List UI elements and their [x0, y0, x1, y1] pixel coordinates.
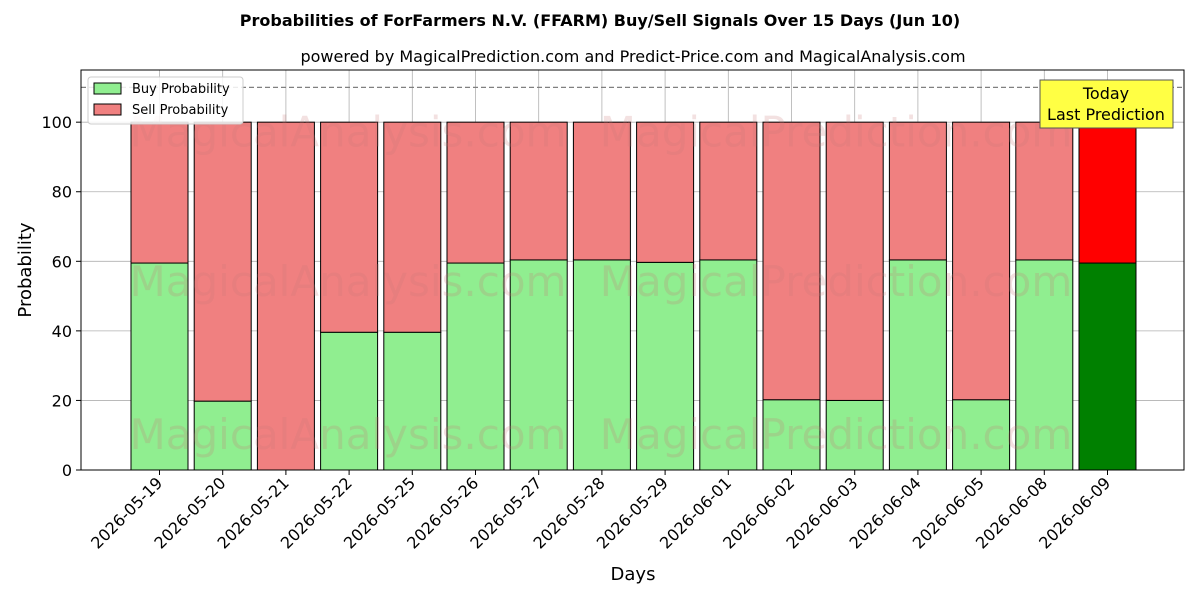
bar-sell: [572, 121, 631, 261]
bar-sell: [888, 121, 947, 261]
bar-sell: [130, 121, 189, 264]
bar-sell: [446, 121, 505, 264]
y-tick-label: 0: [62, 461, 72, 480]
y-tick-label: 80: [52, 183, 72, 202]
watermark-text: MagicalPrediction.com: [600, 257, 1073, 306]
bar-sell: [1078, 121, 1137, 264]
bar-sell: [320, 121, 379, 333]
bar-buy: [446, 262, 505, 471]
legend-swatch: [93, 103, 122, 116]
legend-label: Sell Probability: [132, 103, 229, 118]
plot-frame: [80, 69, 1185, 471]
bar-buy: [762, 399, 821, 471]
bar-sell: [256, 121, 315, 471]
bar-buy: [320, 331, 379, 471]
bar-buy: [636, 261, 695, 471]
bar-buy: [888, 259, 947, 471]
watermark-text: MagicalPrediction.com: [600, 410, 1073, 459]
bar-buy: [509, 259, 568, 471]
watermark-text: MagicalPrediction.com: [600, 108, 1073, 157]
bar-sell: [825, 121, 884, 401]
watermark-text: MagicalAnalysis.com: [130, 257, 567, 306]
bar-buy: [572, 259, 631, 471]
chart-subtitle: powered by MagicalPrediction.com and Pre…: [300, 47, 965, 66]
bar-sell: [952, 121, 1011, 401]
y-tick-label: 60: [52, 252, 72, 271]
watermark-text: MagicalAnalysis.com: [130, 410, 567, 459]
y-tick-label: 40: [52, 322, 72, 341]
bar-buy: [193, 400, 252, 471]
y-ticks: 0 20 40 60 80 100: [41, 113, 81, 480]
legend: Buy Probability Sell Probability: [87, 76, 244, 125]
bar-sell: [383, 121, 442, 333]
x-ticks: 2026-05-192026-05-202026-05-212026-05-22…: [87, 470, 1114, 553]
legend-swatch: [93, 82, 122, 95]
x-axis-label: Days: [611, 564, 656, 585]
bar-buy: [1015, 259, 1074, 471]
bar-sell: [762, 121, 821, 401]
bars: [130, 121, 1137, 471]
annotation-box: [1039, 79, 1174, 129]
legend-box: [87, 76, 244, 125]
bar-buy: [952, 399, 1011, 471]
annotation-text: Today: [1082, 84, 1129, 103]
today-annotation: Today Last Prediction: [1039, 79, 1174, 129]
bar-sell: [636, 121, 695, 263]
bar-buy: [825, 399, 884, 471]
bar-sell: [699, 121, 758, 261]
annotation-text: Last Prediction: [1047, 105, 1165, 124]
bar-buy: [699, 259, 758, 471]
watermarks: MagicalAnalysis.com MagicalPrediction.com…: [130, 108, 1073, 460]
bar-sell: [509, 121, 568, 261]
y-tick-label: 20: [52, 391, 72, 410]
bar-buy: [1078, 262, 1137, 471]
chart-title: Probabilities of ForFarmers N.V. (FFARM)…: [240, 11, 960, 30]
legend-label: Buy Probability: [132, 82, 230, 97]
y-tick-label: 100: [41, 113, 72, 132]
y-axis-label: Probability: [15, 222, 36, 317]
